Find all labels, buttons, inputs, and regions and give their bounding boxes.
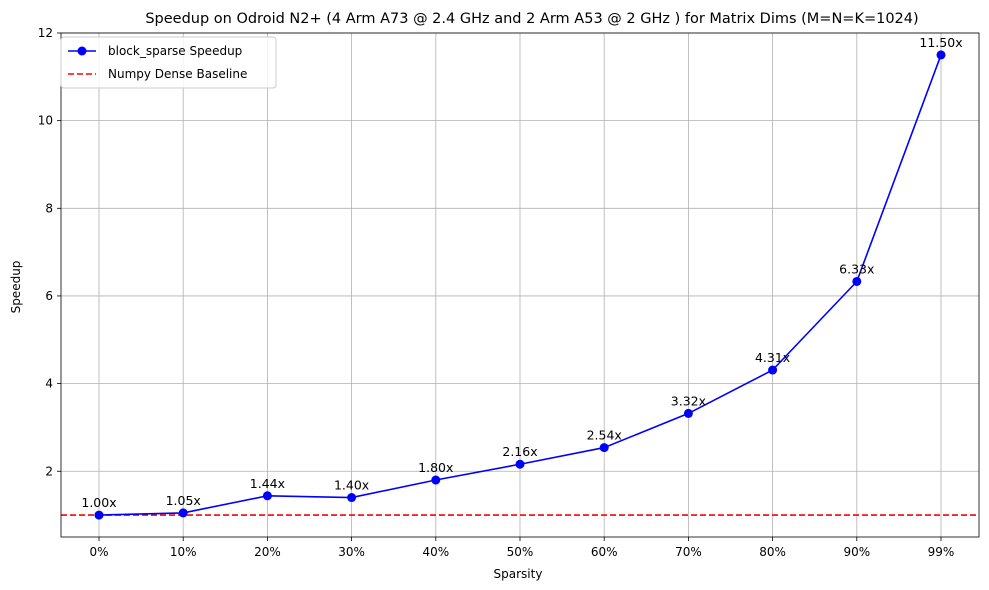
legend-baseline-label: Numpy Dense Baseline bbox=[108, 67, 247, 81]
data-label: 1.44x bbox=[250, 476, 285, 491]
x-axis-label: Sparsity bbox=[494, 567, 543, 581]
data-label: 1.80x bbox=[418, 460, 453, 475]
data-label: 6.33x bbox=[839, 261, 874, 276]
y-axis-ticks: 2 4 6 8 10 12 bbox=[38, 26, 61, 478]
data-label: 2.54x bbox=[587, 428, 622, 443]
data-point bbox=[599, 443, 609, 453]
y-tick-label: 4 bbox=[45, 377, 53, 391]
y-tick-label: 10 bbox=[38, 114, 53, 128]
data-point bbox=[515, 459, 525, 469]
data-labels: 1.00x 1.05x 1.44x 1.40x 1.80x 2.16x 2.54x 3.32x… bbox=[81, 35, 962, 510]
data-point bbox=[683, 408, 693, 418]
data-point bbox=[431, 475, 441, 485]
x-tick-label: 50% bbox=[507, 545, 534, 559]
data-point bbox=[178, 508, 188, 518]
legend-series-marker bbox=[77, 46, 87, 56]
data-point bbox=[262, 491, 272, 501]
x-tick-label: 70% bbox=[675, 545, 702, 559]
x-tick-label: 40% bbox=[422, 545, 449, 559]
data-label: 11.50x bbox=[919, 35, 962, 50]
x-tick-label: 99% bbox=[928, 545, 955, 559]
y-tick-label: 12 bbox=[38, 26, 53, 40]
x-tick-label: 80% bbox=[759, 545, 786, 559]
y-tick-label: 6 bbox=[45, 289, 53, 303]
y-axis-label: Speedup bbox=[9, 261, 23, 314]
data-label: 2.16x bbox=[502, 444, 537, 459]
data-point bbox=[347, 493, 357, 503]
data-label: 1.05x bbox=[166, 493, 201, 508]
x-tick-label: 10% bbox=[170, 545, 197, 559]
legend: block_sparse Speedup Numpy Dense Baselin… bbox=[60, 36, 277, 89]
y-tick-label: 2 bbox=[45, 464, 53, 478]
y-tick-label: 8 bbox=[45, 201, 53, 215]
data-point bbox=[768, 365, 778, 375]
data-label: 1.40x bbox=[334, 478, 369, 493]
chart-title: Speedup on Odroid N2+ (4 Arm A73 @ 2.4 G… bbox=[145, 11, 918, 27]
x-axis-ticks: 0% 10% 20% 30% 40% 50% 60% 70% 80% 90% 99% bbox=[89, 537, 954, 559]
x-tick-label: 90% bbox=[843, 545, 870, 559]
x-tick-label: 0% bbox=[89, 545, 108, 559]
x-tick-label: 20% bbox=[254, 545, 281, 559]
x-tick-label: 30% bbox=[338, 545, 365, 559]
data-label: 3.32x bbox=[671, 393, 706, 408]
x-tick-label: 60% bbox=[591, 545, 618, 559]
legend-box bbox=[60, 36, 277, 89]
data-point bbox=[852, 276, 862, 286]
data-point bbox=[936, 50, 946, 60]
series-layer bbox=[94, 50, 946, 520]
data-label: 1.00x bbox=[81, 495, 116, 510]
data-label: 4.31x bbox=[755, 350, 790, 365]
data-point bbox=[94, 510, 104, 520]
legend-series-label: block_sparse Speedup bbox=[108, 44, 242, 58]
